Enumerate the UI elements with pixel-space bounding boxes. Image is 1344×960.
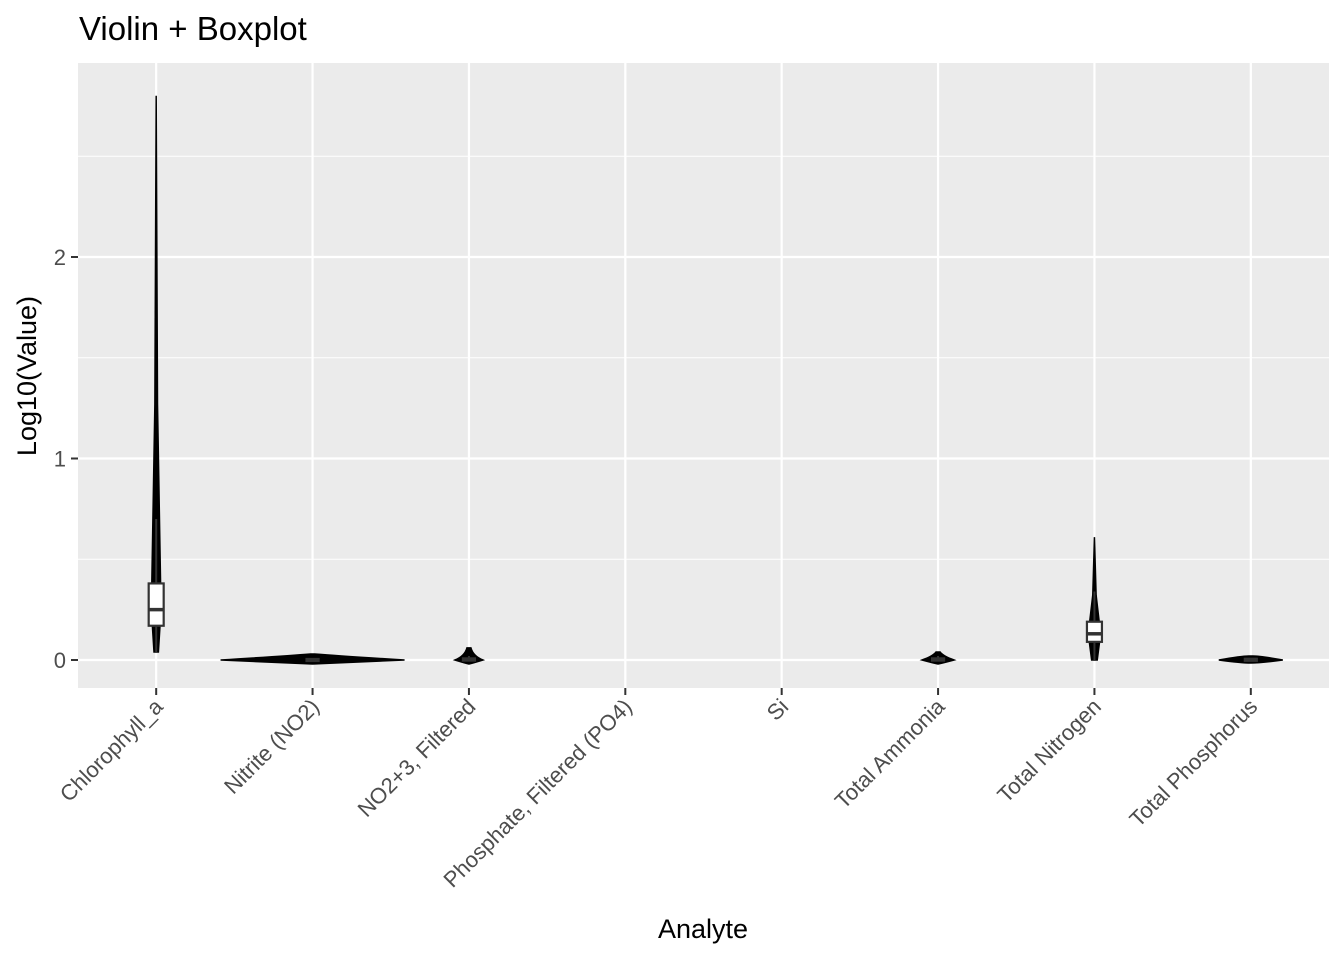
x-tick-label: Total Phosphorus <box>1124 694 1262 832</box>
y-axis: 0 1 2 <box>54 245 78 673</box>
x-axis-label: Analyte <box>658 914 748 944</box>
x-tick-label: NO2+3, Filtered <box>353 694 481 822</box>
x-tick-label: Chlorophyll_a <box>55 693 168 806</box>
x-tick-label: Nitrite (NO2) <box>219 694 324 799</box>
x-axis: Chlorophyll_a Nitrite (NO2) NO2+3, Filtere… <box>55 688 1262 892</box>
plot-panel <box>78 63 1329 688</box>
x-tick-label: Total Ammonia <box>830 693 950 813</box>
box <box>147 582 165 627</box>
y-tick-label: 0 <box>54 648 66 673</box>
chart-title: Violin + Boxplot <box>79 10 307 47</box>
box <box>1085 620 1104 643</box>
plot-background <box>78 63 1329 688</box>
boxplots <box>147 518 1258 663</box>
x-tick-label: Total Nitrogen <box>992 694 1106 808</box>
y-axis-label: Log10(Value) <box>12 296 42 456</box>
minor-gridlines <box>78 155 1329 560</box>
x-tick-label: Si <box>762 694 794 726</box>
y-tick-label: 2 <box>54 245 66 270</box>
y-tick-label: 1 <box>54 447 66 472</box>
